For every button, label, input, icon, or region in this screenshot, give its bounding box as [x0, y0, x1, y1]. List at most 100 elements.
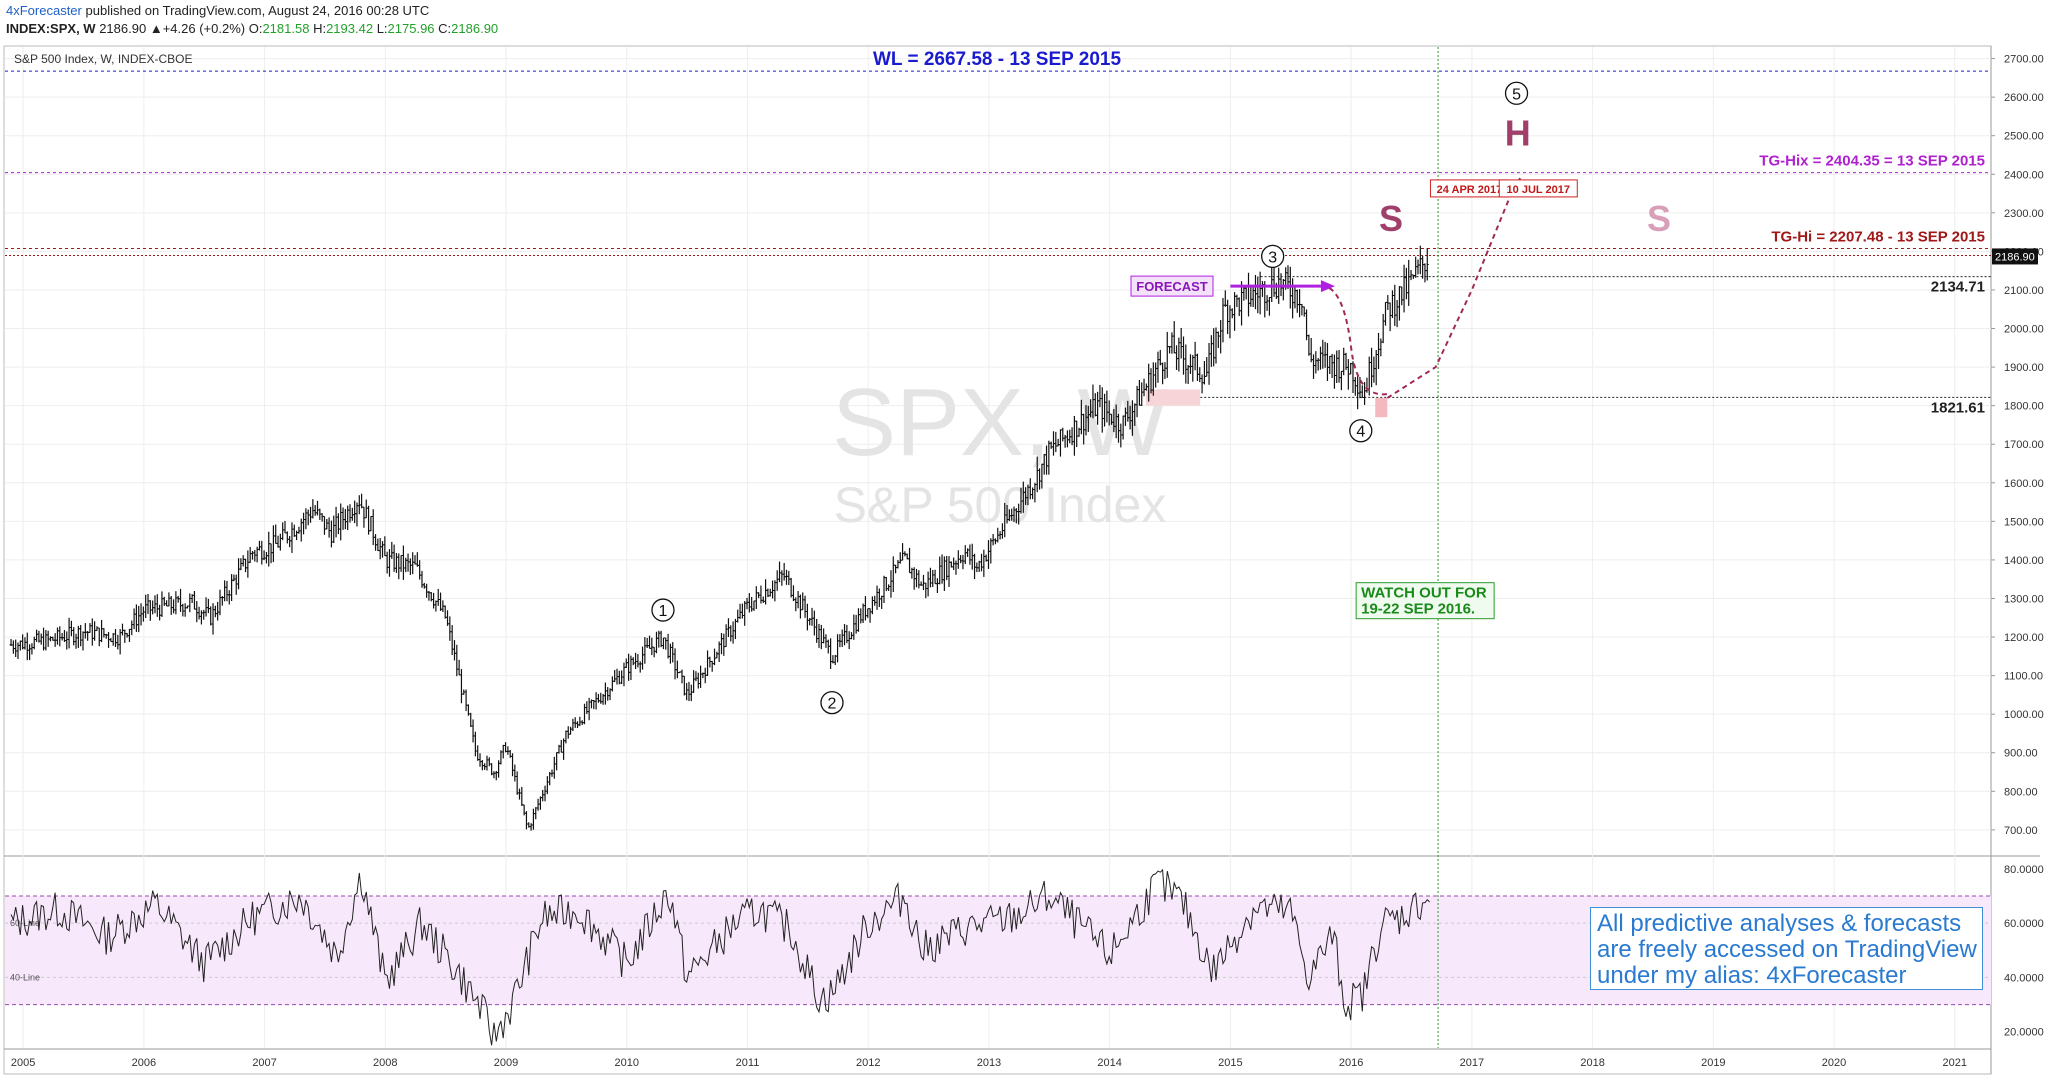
time-tick-label: 2013	[977, 1057, 1001, 1069]
callout-line-3: under my alias: 4xForecaster	[1597, 962, 1907, 989]
price-tick-label: 2100.00	[2004, 285, 2044, 297]
time-tick-label: 2014	[1097, 1057, 1121, 1069]
level-label: TG-Hi = 2207.48 - 13 SEP 2015	[1771, 229, 1985, 246]
wave-label: 2	[828, 696, 837, 713]
callout-box: All predictive analyses & forecasts are …	[1590, 907, 1983, 990]
time-tick-label: 2017	[1460, 1057, 1484, 1069]
price-tick-label: 1400.00	[2004, 555, 2044, 567]
last-price-tag	[1992, 248, 2038, 265]
price-tick-label: 700.00	[2004, 825, 2038, 837]
price-tick-label: 1500.00	[2004, 516, 2044, 528]
wave-circle	[1349, 419, 1373, 443]
low-label: L:	[376, 21, 388, 36]
rsi-tick-label: 20.0000	[2004, 1027, 2044, 1039]
date-tag-label: 24 APR 2017	[1437, 184, 1503, 196]
time-tick-label: 2020	[1822, 1057, 1846, 1069]
watch-note-box	[1355, 582, 1495, 620]
pattern-label: H	[1505, 112, 1531, 153]
price-tick-label: 1700.00	[2004, 439, 2044, 451]
level-label: 1821.61	[1931, 399, 1985, 416]
close-label: C:	[438, 21, 452, 36]
time-tick-label: 2005	[11, 1057, 35, 1069]
wave-label: 4	[1356, 424, 1365, 441]
price-tick-label: 2700.00	[2004, 54, 2044, 66]
price-tick-label: 1200.00	[2004, 632, 2044, 644]
rsi-line	[10, 868, 1430, 1046]
price-tick-label: 1100.00	[2004, 671, 2043, 683]
last-price: 2186.90	[99, 21, 147, 36]
wave-label: 1	[659, 603, 668, 620]
time-tick-label: 2019	[1701, 1057, 1725, 1069]
price-change: +4.26 (+0.2%)	[162, 21, 246, 36]
time-tick-label: 2007	[252, 1057, 276, 1069]
chart-title: S&P 500 Index, W, INDEX-CBOE	[14, 52, 193, 66]
wave-label: 5	[1512, 86, 1521, 103]
watermark: SPX, W S&P 500 Index	[832, 369, 1168, 533]
quote-line: INDEX:SPX, W 2186.90 ▲+4.26 (+0.2%) O:21…	[6, 20, 498, 38]
price-tick-label: 2000.00	[2004, 324, 2044, 336]
watch-note-line-1: WATCH OUT FOR	[1361, 585, 1487, 602]
wave-circle	[1261, 244, 1285, 269]
level-label: 2134.71	[1931, 279, 1985, 296]
price-tick-label: 1800.00	[2004, 401, 2044, 413]
highlight-zones	[1145, 389, 1388, 418]
high-value: 2193.42	[326, 21, 374, 36]
forecast-label: FORECAST	[1136, 279, 1208, 294]
time-tick-label: 2018	[1580, 1057, 1604, 1069]
support-zone-marker	[1375, 397, 1388, 418]
forecast-arrowhead	[1320, 280, 1335, 293]
price-tick-label: 1900.00	[2004, 362, 2044, 374]
candles	[9, 245, 1429, 831]
publish-info: published on TradingView.com, August 24,…	[85, 3, 430, 18]
annotations: FORECAST 1 2 3 4 5 S H S 24 APR 2017 10 JUL 2017 WA…	[651, 81, 1671, 715]
date-tag-label: 10 JUL 2017	[1507, 184, 1570, 196]
price-tick-label: 1600.00	[2004, 478, 2044, 490]
wave-circle	[1504, 81, 1529, 105]
time-tick-label: 2012	[856, 1057, 880, 1069]
price-tick-label: 2400.00	[2004, 169, 2044, 181]
price-tick-label: 2300.00	[2004, 208, 2044, 220]
pattern-label: S	[1379, 198, 1403, 239]
rsi-tick-label: 40.0000	[2004, 972, 2044, 984]
rsi-line-group	[10, 868, 1430, 1046]
level-label: TG-Hix = 2404.35 = 13 SEP 2015	[1759, 153, 1985, 170]
time-tick-label: 2021	[1943, 1057, 1967, 1069]
price-tick-label: 900.00	[2004, 748, 2038, 760]
time-tick-label: 2009	[494, 1057, 518, 1069]
author-link[interactable]: 4xForecaster	[6, 3, 82, 18]
projection-drop	[1328, 287, 1388, 396]
wave-circle	[651, 598, 675, 622]
time-tick-label: 2016	[1339, 1057, 1363, 1069]
price-axis[interactable]: 700.00 800.00 900.00 1000.00 1100.00 1200.00 1…	[1991, 54, 2044, 837]
projection-path	[1386, 177, 1522, 399]
open-label: O:	[248, 21, 263, 36]
time-axis[interactable]: 2005 2006 2007 2008 2009 2010 2011 2012 2013 2014…	[11, 1057, 1967, 1069]
close-value: 2186.90	[451, 21, 499, 36]
callout-line-1: All predictive analyses & forecasts	[1597, 910, 1962, 937]
chart-header: 4xForecaster published on TradingView.co…	[6, 2, 498, 38]
time-tick-label: 2006	[132, 1057, 156, 1069]
open-value: 2181.58	[262, 21, 310, 36]
price-tick-label: 2500.00	[2004, 131, 2044, 143]
price-tick-label: 1300.00	[2004, 593, 2044, 605]
time-tick-label: 2011	[736, 1057, 760, 1069]
last-price-label: 2186.90	[1995, 251, 2035, 263]
price-levels: WL = 2667.58 - 13 SEP 2015 TG-Hix = 2404.…	[5, 49, 1991, 416]
symbol-label[interactable]: INDEX:SPX, W	[6, 21, 96, 36]
low-value: 2175.96	[387, 21, 435, 36]
level-label: WL = 2667.58 - 13 SEP 2015	[873, 49, 1121, 70]
rsi-tick-label: 80.0000	[2004, 864, 2044, 876]
callout-line-2: are freely accessed on TradingView	[1597, 936, 1977, 963]
high-label: H:	[313, 21, 327, 36]
wave-label: 3	[1268, 249, 1277, 266]
rsi-tick-label: 60.0000	[2004, 918, 2044, 930]
rsi-axis[interactable]: 20.0000 40.0000 60.0000 80.0000	[2004, 864, 2044, 1039]
time-tick-label: 2010	[615, 1057, 639, 1069]
rsi-40-label: 40-Line	[10, 972, 40, 982]
publish-line: 4xForecaster published on TradingView.co…	[6, 2, 498, 20]
wave-circle	[820, 690, 844, 715]
time-tick-label: 2015	[1218, 1057, 1242, 1069]
projection-group	[1328, 177, 1522, 399]
price-tick-label: 1000.00	[2004, 709, 2044, 721]
